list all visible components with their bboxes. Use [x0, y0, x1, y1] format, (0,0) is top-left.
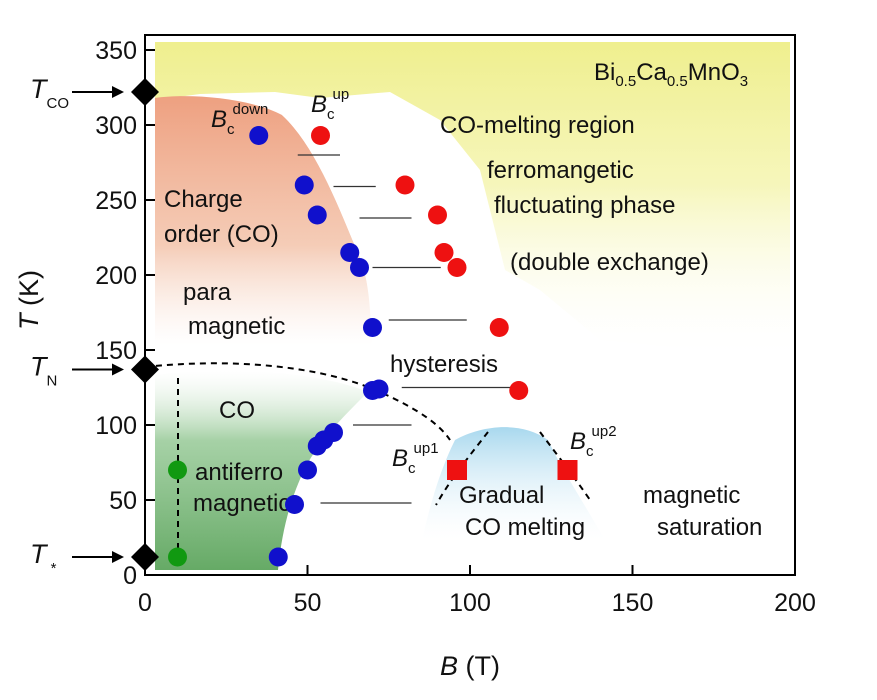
- point-t-: [168, 460, 187, 480]
- point-b-c-down: [298, 460, 317, 480]
- point-b-c-down: [268, 547, 288, 567]
- label-bc-up1: Bcup1: [392, 440, 439, 477]
- x-tick-label: 150: [612, 589, 654, 617]
- point-b-c-down: [363, 318, 382, 337]
- point-b-c-down: [340, 243, 360, 262]
- label-hysteresis: hysteresis: [390, 351, 498, 378]
- y-tick-label: 0: [123, 562, 137, 590]
- y-tick-label: 200: [95, 262, 137, 290]
- marker-arrowhead-tco: [112, 86, 124, 98]
- hysteresis-bars: [297, 154, 516, 504]
- region-gradual-melting: [422, 427, 605, 540]
- label-charge-order-2: order (CO): [164, 221, 279, 248]
- critical-field-labels: Bcdown Bcup Bcup1 Bcup2: [211, 86, 617, 477]
- marker-diamond-tn: [131, 355, 159, 384]
- point-b-c-down: [307, 436, 327, 456]
- point-b-c-down: [249, 126, 269, 145]
- y-tick-label: 300: [95, 112, 137, 140]
- label-para-1: para: [183, 279, 232, 306]
- x-tick-label: 100: [449, 589, 491, 617]
- afm-boundary-dashed: [144, 362, 451, 441]
- x-ticks: 0 50 100 150 200: [138, 565, 816, 617]
- label-bc-up2: Bcup2: [570, 423, 617, 460]
- label-co-melting: CO-melting region: [440, 112, 635, 139]
- point-b-c-up: [509, 381, 529, 400]
- label-saturation-2: saturation: [657, 514, 762, 541]
- label-gradual-2: CO melting: [465, 514, 585, 541]
- label-gradual-1: Gradual: [459, 482, 544, 509]
- point-b-c-down: [350, 258, 369, 277]
- point-b-c-down: [369, 379, 389, 399]
- point-b-c-up: [428, 205, 447, 225]
- label-ferro-1: ferromangetic: [487, 157, 634, 184]
- point-b-c-up: [489, 318, 509, 337]
- point-b-c-up: [447, 258, 467, 277]
- label-double-exchange: (double exchange): [510, 249, 709, 276]
- x-tick-label: 0: [138, 589, 152, 617]
- y-ticks: 0 50 100 150 200 250 300 350: [95, 37, 155, 590]
- y-tick-label: 150: [95, 337, 137, 365]
- marker-diamond-tstar: [131, 543, 159, 571]
- x-tick-label: 200: [774, 589, 816, 617]
- point-b-c-down: [294, 175, 314, 195]
- region-hysteresis-window: [282, 105, 530, 395]
- point-b-c-up: [395, 175, 415, 195]
- marker-label-tco: TCO: [30, 74, 69, 112]
- y-tick-label: 50: [109, 487, 137, 515]
- x-axis-title: B (T): [440, 651, 500, 681]
- point-b-c-up: [311, 126, 330, 145]
- x-tick-label: 50: [294, 589, 322, 617]
- point-b-c-down: [324, 423, 343, 442]
- marker-diamond-tco: [131, 78, 159, 106]
- point-b-c-down: [285, 495, 304, 514]
- marker-arrowhead-tstar: [112, 551, 124, 563]
- y-tick-label: 100: [95, 412, 137, 440]
- region-charge-order: [155, 96, 372, 345]
- label-bc-up: Bcup: [311, 86, 349, 123]
- label-co: CO: [219, 397, 255, 424]
- point-t-: [168, 547, 187, 567]
- region-afm: [155, 370, 368, 570]
- y-tick-label: 350: [95, 37, 137, 65]
- compound-formula: Bi0.5Ca0.5MnO3: [594, 59, 748, 90]
- marker-label-tn: TN: [30, 352, 57, 390]
- marker-label-tstar: T *: [30, 539, 57, 577]
- label-bc-down: Bcdown: [211, 101, 268, 138]
- axis-markers: TCO TN T *: [30, 74, 159, 577]
- marker-arrowhead-tn: [112, 363, 124, 376]
- label-afm-2: magnetic: [193, 490, 290, 517]
- point-b-c-up2: [557, 460, 578, 480]
- label-charge-order-1: Charge: [164, 186, 243, 213]
- point-b-c-up: [434, 243, 454, 262]
- label-afm-1: antiferro: [195, 459, 283, 486]
- label-saturation-1: magnetic: [643, 482, 740, 509]
- y-axis-title: T (K): [14, 270, 44, 330]
- label-ferro-2: fluctuating phase: [494, 192, 675, 219]
- point-b-c-down: [307, 205, 327, 225]
- region-annotations: CO-melting region ferromangetic fluctuat…: [164, 112, 762, 541]
- region-co-melting: [155, 42, 790, 360]
- data-points: [168, 126, 578, 567]
- point-b-c-up1: [447, 460, 467, 480]
- label-para-2: magnetic: [188, 313, 285, 340]
- y-tick-label: 250: [95, 187, 137, 215]
